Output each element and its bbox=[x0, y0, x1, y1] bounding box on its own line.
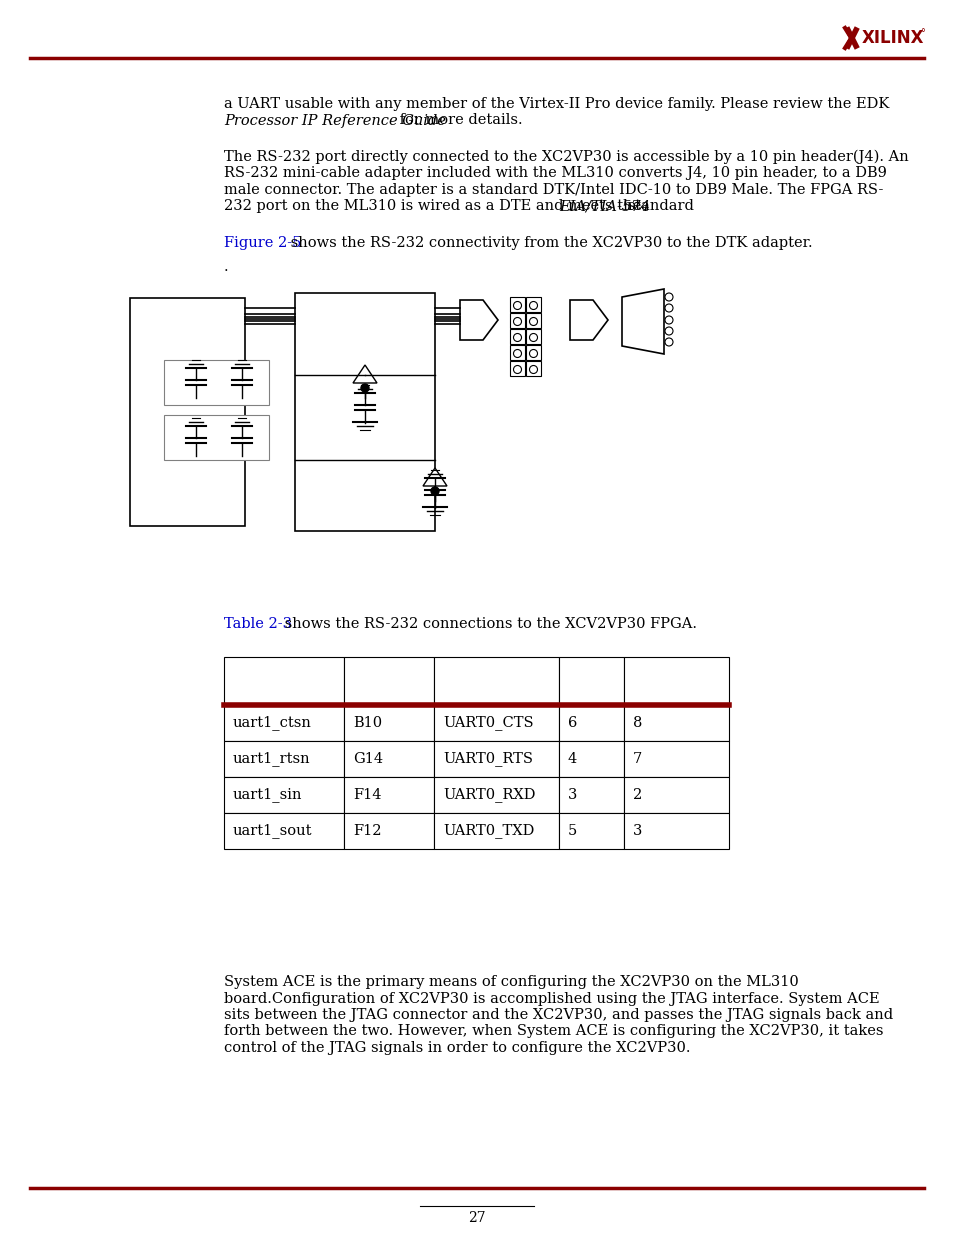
Polygon shape bbox=[422, 468, 447, 487]
Text: Table 2-3: Table 2-3 bbox=[224, 618, 292, 631]
Text: 3: 3 bbox=[633, 824, 641, 839]
Bar bbox=[434, 777, 558, 813]
Bar bbox=[623, 777, 728, 813]
Bar bbox=[510, 296, 524, 312]
Bar bbox=[510, 361, 524, 375]
Text: shows the RS-232 connections to the XCV2VP30 FPGA.: shows the RS-232 connections to the XCV2… bbox=[279, 618, 696, 631]
Bar bbox=[344, 741, 434, 777]
Text: B10: B10 bbox=[353, 716, 382, 730]
Text: uart1_sout: uart1_sout bbox=[233, 824, 313, 839]
Text: 3: 3 bbox=[567, 788, 577, 802]
Text: Processor IP Reference Guide: Processor IP Reference Guide bbox=[224, 114, 445, 127]
Bar bbox=[623, 705, 728, 741]
Bar bbox=[525, 329, 540, 345]
Bar bbox=[224, 741, 344, 777]
Text: standard: standard bbox=[622, 199, 693, 214]
Text: 5: 5 bbox=[567, 824, 577, 839]
Bar bbox=[558, 741, 623, 777]
Text: uart1_sin: uart1_sin bbox=[233, 788, 302, 803]
Text: °: ° bbox=[919, 28, 923, 38]
Text: a UART usable with any member of the Virtex-II Pro device family. Please review : a UART usable with any member of the Vir… bbox=[224, 98, 888, 111]
Bar bbox=[558, 777, 623, 813]
Text: RS-232 mini-cable adapter included with the ML310 converts J4, 10 pin header, to: RS-232 mini-cable adapter included with … bbox=[224, 167, 886, 180]
Bar bbox=[525, 296, 540, 312]
Polygon shape bbox=[621, 289, 663, 354]
Text: 27: 27 bbox=[468, 1212, 485, 1225]
Bar bbox=[558, 813, 623, 848]
Text: 2: 2 bbox=[633, 788, 641, 802]
Text: control of the JTAG signals in order to configure the XC2VP30.: control of the JTAG signals in order to … bbox=[224, 1041, 690, 1055]
Text: 7: 7 bbox=[633, 752, 641, 766]
Bar bbox=[558, 705, 623, 741]
Bar bbox=[525, 345, 540, 359]
Text: sits between the JTAG connector and the XC2VP30, and passes the JTAG signals bac: sits between the JTAG connector and the … bbox=[224, 1008, 892, 1023]
Text: .: . bbox=[224, 261, 229, 274]
Text: F12: F12 bbox=[353, 824, 381, 839]
Bar bbox=[344, 657, 434, 705]
Bar bbox=[558, 657, 623, 705]
Bar bbox=[434, 741, 558, 777]
Text: System ACE is the primary means of configuring the XC2VP30 on the ML310: System ACE is the primary means of confi… bbox=[224, 974, 798, 989]
Bar bbox=[294, 293, 435, 531]
Bar bbox=[344, 777, 434, 813]
Text: UART0_CTS: UART0_CTS bbox=[442, 715, 533, 730]
Bar bbox=[623, 657, 728, 705]
Text: 4: 4 bbox=[567, 752, 577, 766]
Bar bbox=[344, 705, 434, 741]
Text: for more details.: for more details. bbox=[395, 114, 522, 127]
Text: Figure 2-5: Figure 2-5 bbox=[224, 236, 301, 249]
Bar bbox=[164, 359, 269, 405]
Text: G14: G14 bbox=[353, 752, 383, 766]
Bar bbox=[434, 657, 558, 705]
Text: EIA/TIA-574: EIA/TIA-574 bbox=[558, 199, 649, 214]
Text: 232 port on the ML310 is wired as a DTE and meets the: 232 port on the ML310 is wired as a DTE … bbox=[224, 199, 645, 214]
Circle shape bbox=[431, 487, 438, 495]
Bar bbox=[525, 361, 540, 375]
Text: 6: 6 bbox=[567, 716, 577, 730]
Bar bbox=[434, 813, 558, 848]
Bar bbox=[224, 657, 344, 705]
Bar bbox=[224, 813, 344, 848]
Bar bbox=[224, 777, 344, 813]
Text: shows the RS-232 connectivity from the XC2VP30 to the DTK adapter.: shows the RS-232 connectivity from the X… bbox=[286, 236, 812, 249]
Bar bbox=[510, 329, 524, 345]
Text: F14: F14 bbox=[353, 788, 381, 802]
Text: UART0_TXD: UART0_TXD bbox=[442, 824, 534, 839]
Text: male connector. The adapter is a standard DTK/Intel IDC-10 to DB9 Male. The FPGA: male connector. The adapter is a standar… bbox=[224, 183, 882, 196]
Bar bbox=[164, 415, 269, 459]
Text: 8: 8 bbox=[633, 716, 641, 730]
Text: The RS-232 port directly connected to the XC2VP30 is accessible by a 10 pin head: The RS-232 port directly connected to th… bbox=[224, 149, 908, 164]
Bar bbox=[434, 705, 558, 741]
Polygon shape bbox=[569, 300, 607, 340]
Bar bbox=[623, 813, 728, 848]
Polygon shape bbox=[353, 366, 376, 383]
Bar bbox=[510, 312, 524, 329]
Bar bbox=[525, 312, 540, 329]
Bar bbox=[130, 298, 245, 526]
Circle shape bbox=[360, 384, 369, 391]
Bar bbox=[344, 813, 434, 848]
Text: uart1_rtsn: uart1_rtsn bbox=[233, 752, 311, 767]
Polygon shape bbox=[459, 300, 497, 340]
Text: UART0_RTS: UART0_RTS bbox=[442, 752, 533, 767]
Text: board.Configuration of XC2VP30 is accomplished using the JTAG interface. System : board.Configuration of XC2VP30 is accomp… bbox=[224, 992, 879, 1005]
Bar bbox=[510, 345, 524, 359]
Bar bbox=[224, 705, 344, 741]
Text: forth between the two. However, when System ACE is configuring the XC2VP30, it t: forth between the two. However, when Sys… bbox=[224, 1025, 882, 1039]
Text: uart1_ctsn: uart1_ctsn bbox=[233, 715, 312, 730]
Text: XILINX: XILINX bbox=[862, 28, 923, 47]
Bar bbox=[623, 741, 728, 777]
Text: UART0_RXD: UART0_RXD bbox=[442, 788, 535, 803]
